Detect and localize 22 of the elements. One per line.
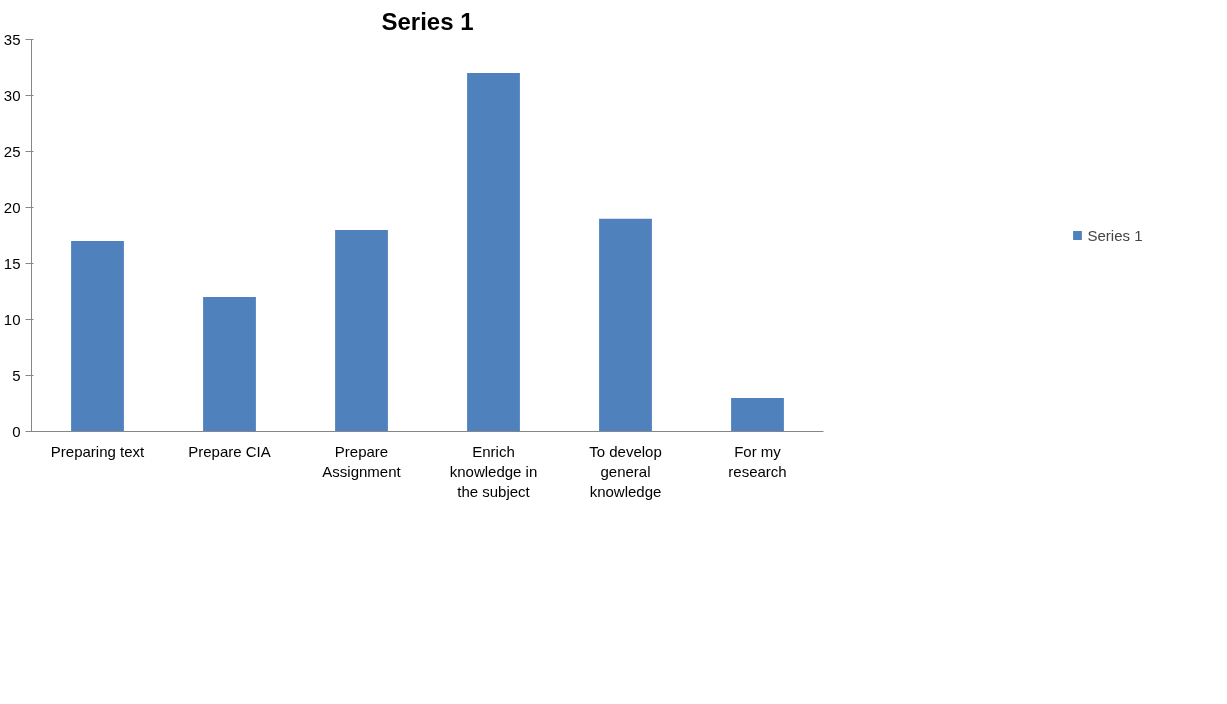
bar: [203, 297, 256, 432]
x-tick-label: Prepare CIA: [188, 442, 271, 460]
bar: [335, 229, 388, 432]
y-tick-label: 0: [12, 422, 21, 440]
x-tick-label: For my research: [728, 442, 787, 480]
bar: [467, 73, 520, 432]
legend-label: Series 1: [1087, 226, 1143, 244]
y-tick-label: 30: [3, 86, 21, 104]
bar: [599, 218, 652, 432]
bar: [71, 241, 124, 432]
y-tick-label: 5: [12, 366, 21, 384]
x-tick-label: Enrich knowledge in the subject: [449, 442, 538, 501]
y-tick-label: 20: [3, 198, 21, 216]
x-tick-label: To develop general knowledge: [589, 442, 662, 501]
y-tick-label: 10: [3, 310, 21, 328]
x-tick-label: Prepare Assignment: [322, 442, 402, 480]
y-tick-label: 25: [3, 142, 21, 160]
chart-title: Series 1: [381, 7, 474, 35]
y-tick-label: 15: [3, 254, 21, 272]
y-tick-label: 35: [3, 30, 21, 48]
bar: [731, 397, 784, 432]
x-tick-label: Preparing text: [50, 442, 146, 460]
